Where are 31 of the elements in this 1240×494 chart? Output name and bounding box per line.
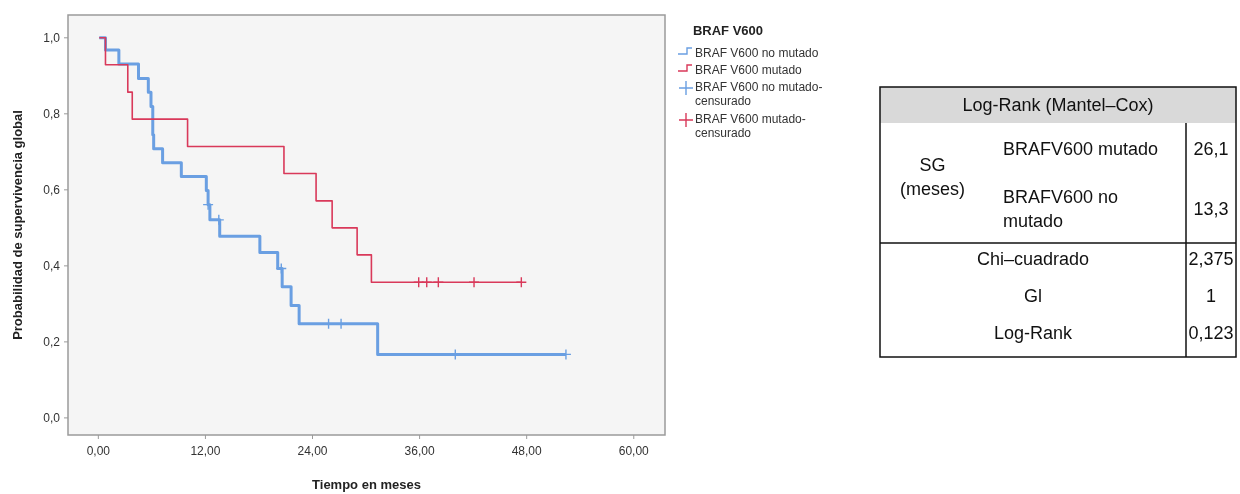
x-tick-label: 48,00 xyxy=(511,444,543,458)
text: 0,123 xyxy=(1188,323,1234,343)
x-tick-label: 60,00 xyxy=(618,444,650,458)
text: 2,375 xyxy=(1188,249,1234,269)
text: BRAFV600 no mutado xyxy=(1003,187,1119,231)
x-tick-label: 36,00 xyxy=(404,444,435,458)
y-tick-label: 0,4 xyxy=(43,259,61,274)
text: Log-Rank (Mantel–Cox) xyxy=(962,95,1154,116)
text: 1 xyxy=(1205,286,1217,306)
x-tick-label: 0,00 xyxy=(86,444,111,458)
y-tick-label: 1,0 xyxy=(43,31,61,46)
text: 26,1 xyxy=(1193,139,1229,159)
y-tick-label: 0,8 xyxy=(43,107,61,122)
text: SG (meses) xyxy=(899,155,966,199)
x-tick-label: 24,00 xyxy=(297,444,328,458)
legend-label: BRAF V600 no mutado xyxy=(695,46,819,60)
text: Gl xyxy=(1024,286,1042,306)
text: Chi–cuadrado xyxy=(976,249,1090,269)
legend-label: BRAF V600 mutado xyxy=(695,63,803,77)
x-tick-label: 12,00 xyxy=(190,444,221,458)
legend-title: BRAF V600 xyxy=(692,23,764,38)
y-axis-title: Probabilidad de supervivencia global xyxy=(10,110,25,340)
y-tick-label: 0,2 xyxy=(43,335,61,350)
text: Log-Rank xyxy=(993,323,1074,343)
text: BRAFV600 mutado xyxy=(1003,139,1159,159)
x-axis-title: Tiempo en meses xyxy=(312,477,421,492)
legend-label: BRAF V600 mutado-censurado xyxy=(695,112,806,140)
y-tick-label: 0,6 xyxy=(43,183,61,198)
y-tick-label: 0,0 xyxy=(43,411,61,426)
text: 13,3 xyxy=(1193,199,1229,219)
legend-label: BRAF V600 no mutado-censurado xyxy=(695,80,823,108)
